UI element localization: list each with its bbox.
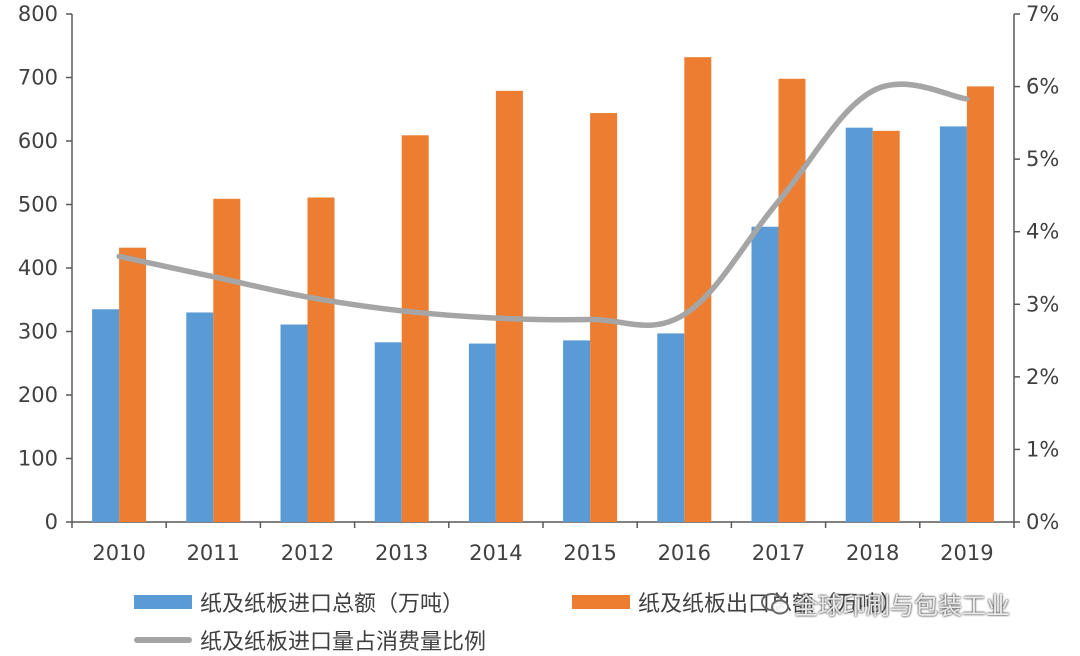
y-right-tick-label: 2% [1026, 365, 1059, 389]
legend-swatch-import [134, 595, 192, 609]
legend-label-import: 纸及纸板进口总额（万吨） [200, 586, 464, 618]
legend-label-ratio: 纸及纸板进口量占消费量比例 [200, 624, 486, 656]
export-bar [779, 79, 806, 522]
export-bar [496, 91, 523, 522]
x-tick-label: 2012 [281, 541, 334, 565]
import-bar [563, 340, 590, 522]
import-bar [281, 325, 308, 522]
x-tick-label: 2015 [563, 541, 616, 565]
import-bar [846, 128, 873, 522]
y-left-tick-label: 200 [18, 383, 58, 407]
export-bar [308, 198, 335, 522]
import-bar [375, 342, 402, 522]
y-right-tick-label: 5% [1026, 147, 1059, 171]
export-bar [213, 199, 240, 522]
y-left-tick-label: 600 [18, 129, 58, 153]
wechat-icon [760, 591, 790, 617]
import-bar [657, 333, 684, 522]
export-bar [873, 131, 900, 522]
y-right-tick-label: 6% [1026, 75, 1059, 99]
y-right-tick-label: 0% [1026, 510, 1059, 534]
legend-item-ratio: 纸及纸板进口量占消费量比例 [134, 624, 486, 656]
watermark: 全球印刷与包装工业 [760, 586, 1010, 621]
x-tick-label: 2011 [187, 541, 240, 565]
export-bar [402, 135, 429, 522]
y-left-tick-label: 400 [18, 256, 58, 280]
import-bar [469, 344, 496, 522]
legend-swatch-export [572, 595, 630, 609]
x-tick-label: 2014 [469, 541, 522, 565]
y-left-tick-label: 500 [18, 193, 58, 217]
combo-chart: 0 100 200 300 400 500 600 700 800 0% 1% 2% 3% 4% 5% 6% 7… [0, 0, 1080, 572]
y-left-tick-label: 700 [18, 66, 58, 90]
export-bar [119, 248, 146, 522]
x-tick-label: 2016 [658, 541, 711, 565]
y-left-tick-label: 0 [45, 510, 58, 534]
import-bar [92, 309, 119, 522]
x-tick-label: 2013 [375, 541, 428, 565]
x-tick-label: 2019 [940, 541, 993, 565]
x-tick-label: 2018 [846, 541, 899, 565]
y-right-tick-label: 3% [1026, 292, 1059, 316]
import-bar [940, 126, 967, 522]
y-left-tick-label: 100 [18, 447, 58, 471]
x-tick-label: 2017 [752, 541, 805, 565]
bars [92, 57, 994, 522]
y-right-tick-label: 7% [1026, 2, 1059, 26]
y-left-tick-label: 300 [18, 320, 58, 344]
x-tick-label: 2010 [92, 541, 145, 565]
y-right-tick-label: 1% [1026, 437, 1059, 461]
y-right-tick-label: 4% [1026, 220, 1059, 244]
import-bar [186, 312, 213, 522]
y-left-tick-label: 800 [18, 2, 58, 26]
ratio-line-path [119, 84, 967, 325]
export-bar [967, 86, 994, 522]
import-bar [752, 227, 779, 522]
ratio-line [119, 84, 967, 325]
watermark-text: 全球印刷与包装工业 [794, 586, 1010, 621]
export-bar [684, 57, 711, 522]
legend-swatch-ratio [134, 637, 192, 643]
legend-item-import: 纸及纸板进口总额（万吨） [134, 586, 464, 618]
